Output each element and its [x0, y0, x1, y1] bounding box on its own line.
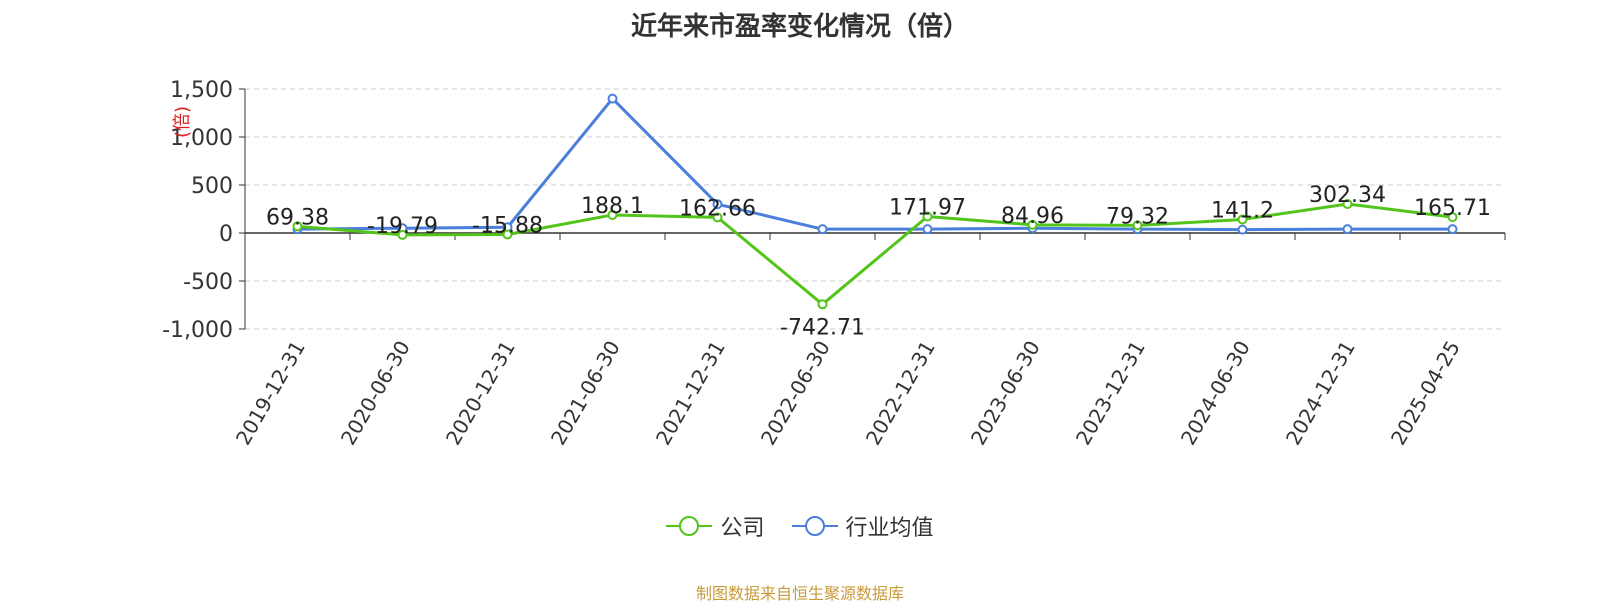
data-label-company: 302.34: [1309, 183, 1386, 208]
x-tick-label: 2025-04-25: [1386, 337, 1465, 450]
legend: 公司 行业均值: [0, 510, 1600, 543]
data-label-company: -19.79: [367, 214, 438, 239]
x-tick-label: 2023-12-31: [1071, 337, 1150, 450]
y-tick-label: 1,000: [170, 126, 233, 151]
x-tick-label: 2022-06-30: [756, 337, 835, 450]
legend-label-industry-average: 行业均值: [845, 516, 934, 541]
legend-item-industry-average[interactable]: 行业均值: [791, 510, 934, 542]
series-lines: [292, 93, 1458, 310]
x-tick-label: 2024-06-30: [1176, 337, 1255, 450]
data-label-company: -742.71: [780, 315, 865, 340]
data-point-industry-average: [1342, 224, 1353, 235]
data-label-company: 162.66: [679, 196, 756, 221]
axes: -1,000 -500 0 500 1,000 1,500 2019-12-31 2020-0…: [162, 78, 1506, 450]
data-label-company: 141.2: [1211, 198, 1274, 223]
data-point-industry-average: [922, 224, 933, 235]
x-tick-label: 2022-12-31: [861, 337, 940, 450]
data-point-industry-average: [1447, 224, 1458, 235]
y-tick-label: 0: [219, 222, 233, 247]
data-point-company: [1132, 220, 1143, 231]
x-tick-label: 2024-12-31: [1281, 337, 1360, 450]
data-labels: 69.38 -19.79 -15.88 188.1 162.66 -742.71 171.9…: [266, 183, 1491, 340]
data-label-company: 79.32: [1106, 204, 1169, 229]
source-note: 制图数据来自恒生聚源数据库: [695, 584, 904, 603]
data-point-industry-average: [607, 93, 618, 104]
chart-title: 近年来市盈率变化情况（倍）: [630, 12, 969, 42]
y-tick-label: 500: [191, 174, 233, 199]
legend-marker-industry-average-icon: [791, 516, 838, 536]
x-tick-label: 2019-12-31: [231, 337, 310, 450]
data-point-industry-average: [1237, 224, 1248, 235]
series-line-company: [297, 202, 1453, 306]
data-point-company: [922, 211, 933, 222]
legend-marker-company-icon: [666, 516, 713, 536]
data-point-industry-average: [817, 224, 828, 235]
y-axis-label: (倍): [172, 106, 193, 138]
data-label-company: -15.88: [472, 214, 543, 239]
data-point-company: [1342, 198, 1353, 209]
legend-label-company: 公司: [720, 516, 765, 541]
data-label-company: 69.38: [266, 205, 329, 230]
x-tick-label: 2021-06-30: [546, 337, 625, 450]
data-point-company: [502, 229, 513, 240]
legend-item-company[interactable]: 公司: [666, 510, 765, 542]
data-point-industry-average: [712, 199, 723, 210]
data-label-company: 165.71: [1414, 196, 1491, 221]
data-label-company: 171.97: [889, 195, 966, 220]
x-tick-label: 2020-12-31: [441, 337, 520, 450]
data-point-company: [607, 209, 618, 220]
data-point-company: [1447, 212, 1458, 223]
y-tick-label: -500: [183, 270, 233, 295]
x-tick-label: 2020-06-30: [336, 337, 415, 450]
y-tick-label: 1,500: [170, 78, 233, 103]
data-point-company: [712, 212, 723, 223]
grid-lines: [245, 88, 1505, 330]
x-tick-label: 2023-06-30: [966, 337, 1045, 450]
data-point-company: [1237, 214, 1248, 225]
data-point-company: [292, 221, 303, 232]
y-tick-label: -1,000: [162, 318, 233, 343]
data-point-company: [397, 229, 408, 240]
data-label-company: 188.1: [581, 194, 644, 219]
data-point-company: [1027, 219, 1038, 230]
x-tick-label: 2021-12-31: [651, 337, 730, 450]
data-point-company: [817, 299, 828, 310]
series-line-industry-average: [297, 97, 1453, 232]
data-label-company: 84.96: [1001, 204, 1064, 229]
